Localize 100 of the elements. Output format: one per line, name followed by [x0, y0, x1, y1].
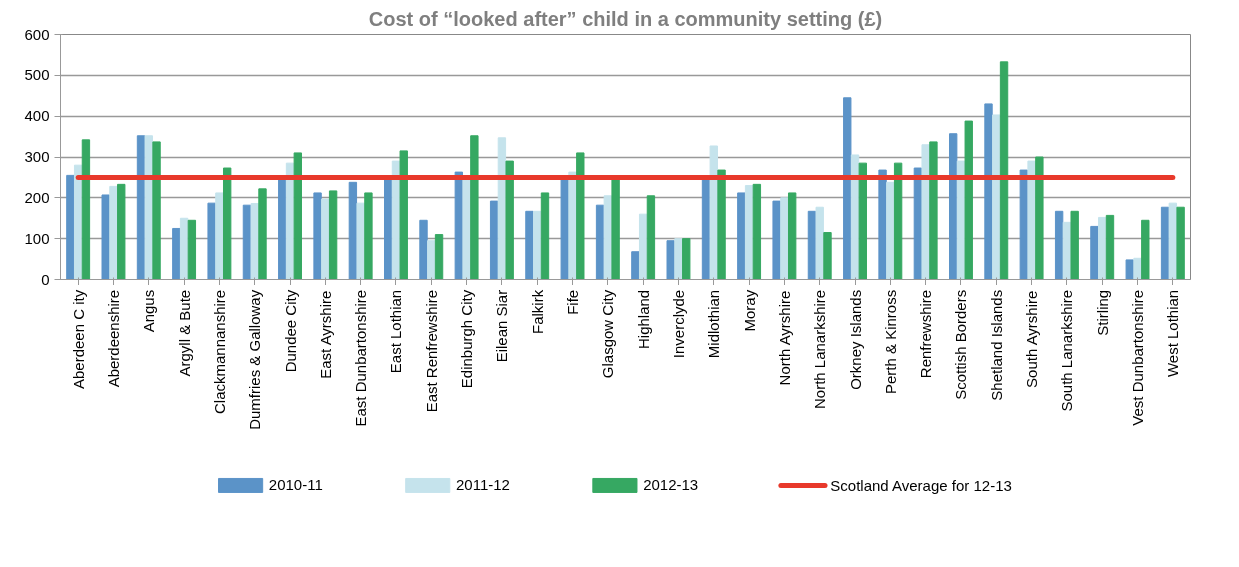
- bar: [434, 234, 444, 280]
- legend-label: 2011-12: [456, 476, 510, 494]
- x-tick-label: South Ayrshire: [1023, 290, 1041, 388]
- x-tick-label: Scottish Borders: [952, 289, 970, 400]
- x-tick-label: Moray: [740, 289, 758, 332]
- bar: [992, 114, 1001, 280]
- legend-label: 2010-11: [268, 476, 323, 494]
- bar: [258, 188, 267, 280]
- bar: [215, 192, 224, 280]
- bar: [109, 185, 118, 280]
- bar: [717, 169, 726, 280]
- x-tick-label: West Lothian: [1164, 289, 1182, 378]
- bar: [752, 183, 762, 280]
- x-tick-label: Highland: [634, 289, 652, 350]
- y-tick-label: 100: [24, 229, 50, 247]
- bar: [638, 213, 648, 280]
- bar: [1133, 257, 1142, 280]
- bar: [454, 171, 464, 280]
- y-tick-label: 300: [24, 148, 50, 165]
- bar: [744, 185, 754, 280]
- y-tick-label: 400: [24, 107, 50, 125]
- bar: [540, 192, 550, 280]
- x-tick-label: Renfrewshire: [917, 289, 935, 379]
- x-tick-label: North Ayrshire: [775, 290, 793, 386]
- bar: [187, 219, 197, 280]
- bar: [384, 177, 393, 280]
- bar: [1176, 206, 1185, 280]
- bar: [984, 103, 993, 280]
- bar: [1090, 225, 1099, 280]
- x-tick-label: Dumfries & Galloway: [246, 289, 264, 430]
- x-tick-label: Aberdeen C ity: [69, 289, 87, 390]
- bar: [1019, 169, 1029, 280]
- bar: [949, 133, 958, 280]
- y-tick-label: 500: [24, 66, 50, 84]
- bar: [328, 190, 338, 280]
- bar: [878, 169, 887, 280]
- bar: [1027, 160, 1036, 280]
- bar: [1070, 210, 1079, 280]
- bar: [737, 192, 746, 280]
- bar: [207, 202, 216, 280]
- bar: [1054, 210, 1064, 280]
- x-tick-label: Vest Dunbartonshire: [1129, 289, 1147, 426]
- bar: [823, 232, 832, 280]
- bar: [364, 192, 373, 280]
- x-tick-label: North Lanarkshire: [811, 289, 829, 410]
- bar: [489, 200, 499, 280]
- bar: [1098, 216, 1107, 280]
- bar: [858, 162, 867, 280]
- x-tick-label: Perth & Kinross: [881, 289, 899, 395]
- bar: [886, 181, 895, 280]
- x-tick-label: East Dunbartonshire: [352, 289, 370, 427]
- bar: [560, 177, 569, 280]
- bar: [278, 177, 287, 280]
- bar: [646, 195, 656, 280]
- x-tick-label: Dundee City: [281, 289, 299, 373]
- bar: [172, 227, 181, 280]
- bar: [419, 219, 428, 280]
- bar: [964, 120, 973, 280]
- x-tick-label: Orkney Islands: [846, 289, 864, 390]
- bar: [921, 144, 930, 280]
- bar: [1160, 206, 1170, 280]
- bar: [1141, 219, 1150, 280]
- x-tick-label: Falkirk: [528, 289, 546, 334]
- bar: [772, 200, 781, 280]
- bar: [179, 217, 189, 280]
- x-tick-label: Eilean Siar: [493, 289, 511, 363]
- bar: [611, 177, 620, 280]
- x-tick-label: Edinburgh City: [458, 289, 476, 389]
- bar: [576, 152, 585, 280]
- x-tick-label: Aberdeenshire: [104, 289, 122, 388]
- bar: [73, 164, 83, 280]
- bar: [929, 141, 938, 280]
- bar: [631, 251, 640, 280]
- bar: [101, 194, 110, 280]
- bar: [843, 97, 852, 280]
- x-tick-label: Fife: [564, 289, 582, 315]
- bar: [1105, 214, 1115, 280]
- x-tick-label: Shetland Islands: [987, 289, 1005, 401]
- bar: [321, 198, 330, 280]
- x-tick-label: East Renfrewshire: [422, 289, 440, 413]
- x-tick-label: Inverclyde: [669, 289, 687, 359]
- bar: [525, 210, 534, 280]
- legend-label: Scotland Average for 12-13: [830, 476, 1012, 494]
- x-tick-label: East Lothian: [387, 289, 405, 374]
- bar: [682, 238, 691, 280]
- bar: [470, 135, 479, 280]
- bar: [709, 145, 718, 280]
- bar: [399, 150, 408, 280]
- bar: [1035, 156, 1044, 280]
- x-tick-label: Midlothian: [705, 289, 723, 359]
- bar: [780, 197, 789, 280]
- bar: [356, 202, 365, 280]
- bar: [533, 210, 542, 280]
- x-tick-label: Clackmannanshire: [210, 289, 228, 415]
- bar: [666, 240, 675, 280]
- bar: [152, 141, 161, 280]
- y-tick-label: 600: [24, 25, 50, 43]
- bar: [568, 171, 577, 280]
- bar: [144, 135, 153, 280]
- x-tick-label: East Ayrshire: [316, 290, 334, 379]
